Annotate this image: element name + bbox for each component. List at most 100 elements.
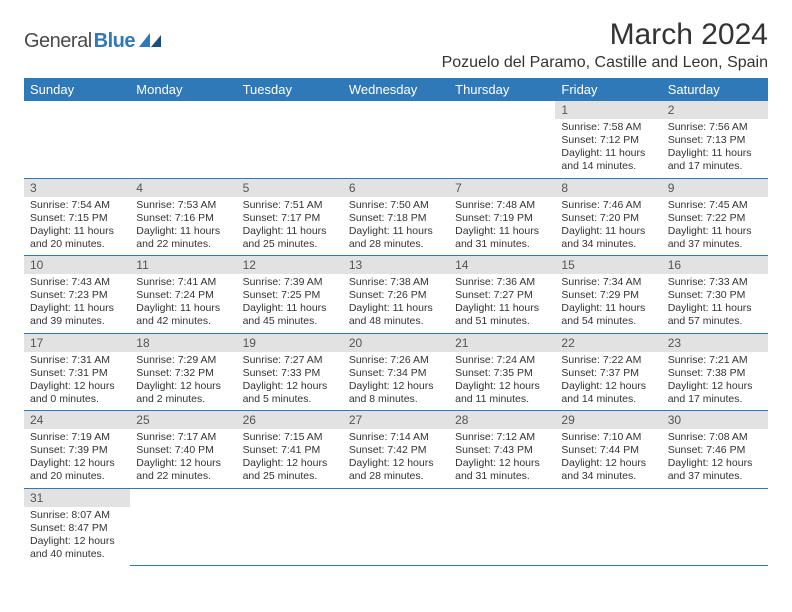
day-number: 11 <box>130 256 236 274</box>
calendar-cell <box>662 488 768 565</box>
sunrise-text: Sunrise: 7:51 AM <box>243 199 337 212</box>
daylight-line2: and 51 minutes. <box>455 315 549 328</box>
daylight-line1: Daylight: 12 hours <box>136 457 230 470</box>
calendar-cell: 6Sunrise: 7:50 AMSunset: 7:18 PMDaylight… <box>343 178 449 256</box>
daylight-line1: Daylight: 12 hours <box>455 380 549 393</box>
day-number: 6 <box>343 179 449 197</box>
daylight-line2: and 31 minutes. <box>455 470 549 483</box>
calendar-cell <box>24 101 130 178</box>
calendar-cell: 26Sunrise: 7:15 AMSunset: 7:41 PMDayligh… <box>237 411 343 489</box>
calendar-body: 1Sunrise: 7:58 AMSunset: 7:12 PMDaylight… <box>24 101 768 565</box>
calendar-cell: 5Sunrise: 7:51 AMSunset: 7:17 PMDaylight… <box>237 178 343 256</box>
sunset-text: Sunset: 7:22 PM <box>668 212 762 225</box>
day-detail: Sunrise: 7:12 AMSunset: 7:43 PMDaylight:… <box>449 429 555 488</box>
day-number: 4 <box>130 179 236 197</box>
daylight-line2: and 54 minutes. <box>561 315 655 328</box>
location-text: Pozuelo del Paramo, Castille and Leon, S… <box>442 54 768 72</box>
weekday-header: Monday <box>130 78 236 101</box>
day-detail: Sunrise: 7:31 AMSunset: 7:31 PMDaylight:… <box>24 352 130 411</box>
sunrise-text: Sunrise: 7:58 AM <box>561 121 655 134</box>
daylight-line1: Daylight: 11 hours <box>136 302 230 315</box>
sunrise-text: Sunrise: 7:19 AM <box>30 431 124 444</box>
daylight-line1: Daylight: 11 hours <box>455 225 549 238</box>
day-detail: Sunrise: 7:14 AMSunset: 7:42 PMDaylight:… <box>343 429 449 488</box>
calendar-cell: 12Sunrise: 7:39 AMSunset: 7:25 PMDayligh… <box>237 256 343 334</box>
calendar-cell: 10Sunrise: 7:43 AMSunset: 7:23 PMDayligh… <box>24 256 130 334</box>
day-detail: Sunrise: 8:07 AMSunset: 8:47 PMDaylight:… <box>24 507 130 566</box>
sunset-text: Sunset: 7:20 PM <box>561 212 655 225</box>
day-number: 16 <box>662 256 768 274</box>
daylight-line2: and 57 minutes. <box>668 315 762 328</box>
calendar-cell: 13Sunrise: 7:38 AMSunset: 7:26 PMDayligh… <box>343 256 449 334</box>
daylight-line1: Daylight: 12 hours <box>668 380 762 393</box>
daylight-line2: and 20 minutes. <box>30 470 124 483</box>
daylight-line1: Daylight: 11 hours <box>561 147 655 160</box>
day-number: 14 <box>449 256 555 274</box>
day-detail: Sunrise: 7:41 AMSunset: 7:24 PMDaylight:… <box>130 274 236 333</box>
sunset-text: Sunset: 7:30 PM <box>668 289 762 302</box>
daylight-line1: Daylight: 11 hours <box>668 302 762 315</box>
sunset-text: Sunset: 7:17 PM <box>243 212 337 225</box>
daylight-line1: Daylight: 11 hours <box>455 302 549 315</box>
day-number: 1 <box>555 101 661 119</box>
brand-logo: General Blue <box>24 30 161 53</box>
daylight-line2: and 42 minutes. <box>136 315 230 328</box>
calendar-cell <box>130 101 236 178</box>
calendar-cell: 19Sunrise: 7:27 AMSunset: 7:33 PMDayligh… <box>237 333 343 411</box>
daylight-line1: Daylight: 12 hours <box>243 380 337 393</box>
day-detail: Sunrise: 7:08 AMSunset: 7:46 PMDaylight:… <box>662 429 768 488</box>
day-number: 5 <box>237 179 343 197</box>
day-number: 31 <box>24 489 130 507</box>
day-number: 3 <box>24 179 130 197</box>
day-number: 24 <box>24 411 130 429</box>
daylight-line2: and 22 minutes. <box>136 470 230 483</box>
day-detail: Sunrise: 7:24 AMSunset: 7:35 PMDaylight:… <box>449 352 555 411</box>
weekday-header-row: Sunday Monday Tuesday Wednesday Thursday… <box>24 78 768 101</box>
daylight-line2: and 8 minutes. <box>349 393 443 406</box>
calendar-page: General Blue March 2024 Pozuelo del Para… <box>0 0 792 584</box>
calendar-week-row: 10Sunrise: 7:43 AMSunset: 7:23 PMDayligh… <box>24 256 768 334</box>
daylight-line2: and 25 minutes. <box>243 470 337 483</box>
sunset-text: Sunset: 8:47 PM <box>30 522 124 535</box>
calendar-cell: 20Sunrise: 7:26 AMSunset: 7:34 PMDayligh… <box>343 333 449 411</box>
day-detail: Sunrise: 7:56 AMSunset: 7:13 PMDaylight:… <box>662 119 768 178</box>
daylight-line1: Daylight: 11 hours <box>561 302 655 315</box>
calendar-cell: 2Sunrise: 7:56 AMSunset: 7:13 PMDaylight… <box>662 101 768 178</box>
calendar-cell: 4Sunrise: 7:53 AMSunset: 7:16 PMDaylight… <box>130 178 236 256</box>
day-number: 21 <box>449 334 555 352</box>
daylight-line1: Daylight: 12 hours <box>243 457 337 470</box>
day-detail: Sunrise: 7:46 AMSunset: 7:20 PMDaylight:… <box>555 197 661 256</box>
day-detail: Sunrise: 7:36 AMSunset: 7:27 PMDaylight:… <box>449 274 555 333</box>
sunset-text: Sunset: 7:12 PM <box>561 134 655 147</box>
sunset-text: Sunset: 7:39 PM <box>30 444 124 457</box>
day-detail: Sunrise: 7:53 AMSunset: 7:16 PMDaylight:… <box>130 197 236 256</box>
sunset-text: Sunset: 7:44 PM <box>561 444 655 457</box>
brand-part1: General <box>24 30 92 53</box>
daylight-line1: Daylight: 12 hours <box>30 457 124 470</box>
day-detail: Sunrise: 7:26 AMSunset: 7:34 PMDaylight:… <box>343 352 449 411</box>
sunset-text: Sunset: 7:24 PM <box>136 289 230 302</box>
sunrise-text: Sunrise: 7:41 AM <box>136 276 230 289</box>
day-detail: Sunrise: 7:29 AMSunset: 7:32 PMDaylight:… <box>130 352 236 411</box>
month-title: March 2024 <box>442 18 768 52</box>
daylight-line2: and 34 minutes. <box>561 238 655 251</box>
day-detail: Sunrise: 7:21 AMSunset: 7:38 PMDaylight:… <box>662 352 768 411</box>
sunset-text: Sunset: 7:40 PM <box>136 444 230 457</box>
weekday-header: Wednesday <box>343 78 449 101</box>
day-number: 7 <box>449 179 555 197</box>
daylight-line1: Daylight: 11 hours <box>561 225 655 238</box>
day-detail: Sunrise: 7:45 AMSunset: 7:22 PMDaylight:… <box>662 197 768 256</box>
sunrise-text: Sunrise: 7:24 AM <box>455 354 549 367</box>
daylight-line1: Daylight: 12 hours <box>349 380 443 393</box>
sunset-text: Sunset: 7:33 PM <box>243 367 337 380</box>
day-number: 17 <box>24 334 130 352</box>
daylight-line2: and 11 minutes. <box>455 393 549 406</box>
calendar-cell: 7Sunrise: 7:48 AMSunset: 7:19 PMDaylight… <box>449 178 555 256</box>
daylight-line1: Daylight: 12 hours <box>30 380 124 393</box>
daylight-line2: and 45 minutes. <box>243 315 337 328</box>
daylight-line2: and 28 minutes. <box>349 470 443 483</box>
daylight-line2: and 34 minutes. <box>561 470 655 483</box>
calendar-cell: 8Sunrise: 7:46 AMSunset: 7:20 PMDaylight… <box>555 178 661 256</box>
sunrise-text: Sunrise: 7:36 AM <box>455 276 549 289</box>
day-detail: Sunrise: 7:38 AMSunset: 7:26 PMDaylight:… <box>343 274 449 333</box>
